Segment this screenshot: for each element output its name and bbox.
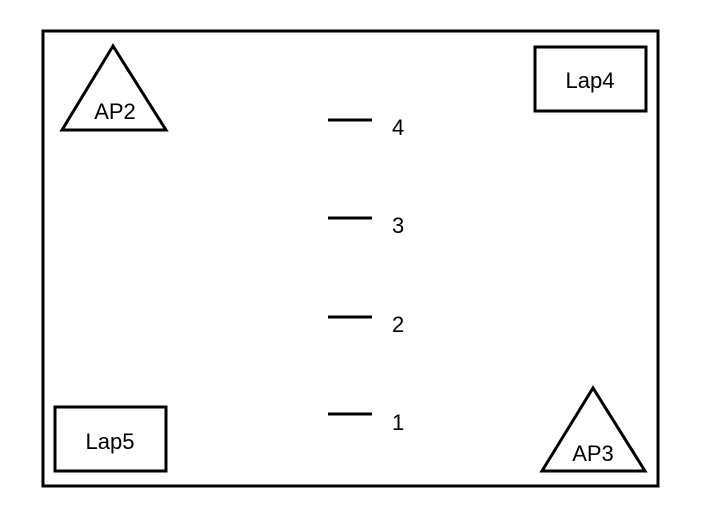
access-point-label: AP2 xyxy=(94,99,136,124)
laptop-lap5: Lap5 xyxy=(53,405,168,473)
access-point-label: AP3 xyxy=(572,441,614,466)
position-label: 4 xyxy=(392,115,404,140)
position-label: 1 xyxy=(392,410,404,435)
laptop-label: Lap5 xyxy=(86,429,135,454)
access-point-ap2: AP2 xyxy=(59,43,169,132)
position-label: 2 xyxy=(392,312,404,337)
room-boundary xyxy=(41,29,660,488)
position-marker-3: 3 xyxy=(328,213,404,238)
position-marker-4: 4 xyxy=(328,115,404,140)
laptop-box xyxy=(533,45,648,113)
laptop-label: Lap4 xyxy=(566,68,615,93)
laptop-box xyxy=(53,405,168,473)
access-point-ap3: AP3 xyxy=(539,385,648,473)
access-point-triangle xyxy=(59,43,169,132)
laptop-lap4: Lap4 xyxy=(533,45,648,113)
position-marker-1: 1 xyxy=(328,410,404,435)
access-point-triangle xyxy=(539,385,648,473)
position-label: 3 xyxy=(392,213,404,238)
position-marker-2: 2 xyxy=(328,312,404,337)
